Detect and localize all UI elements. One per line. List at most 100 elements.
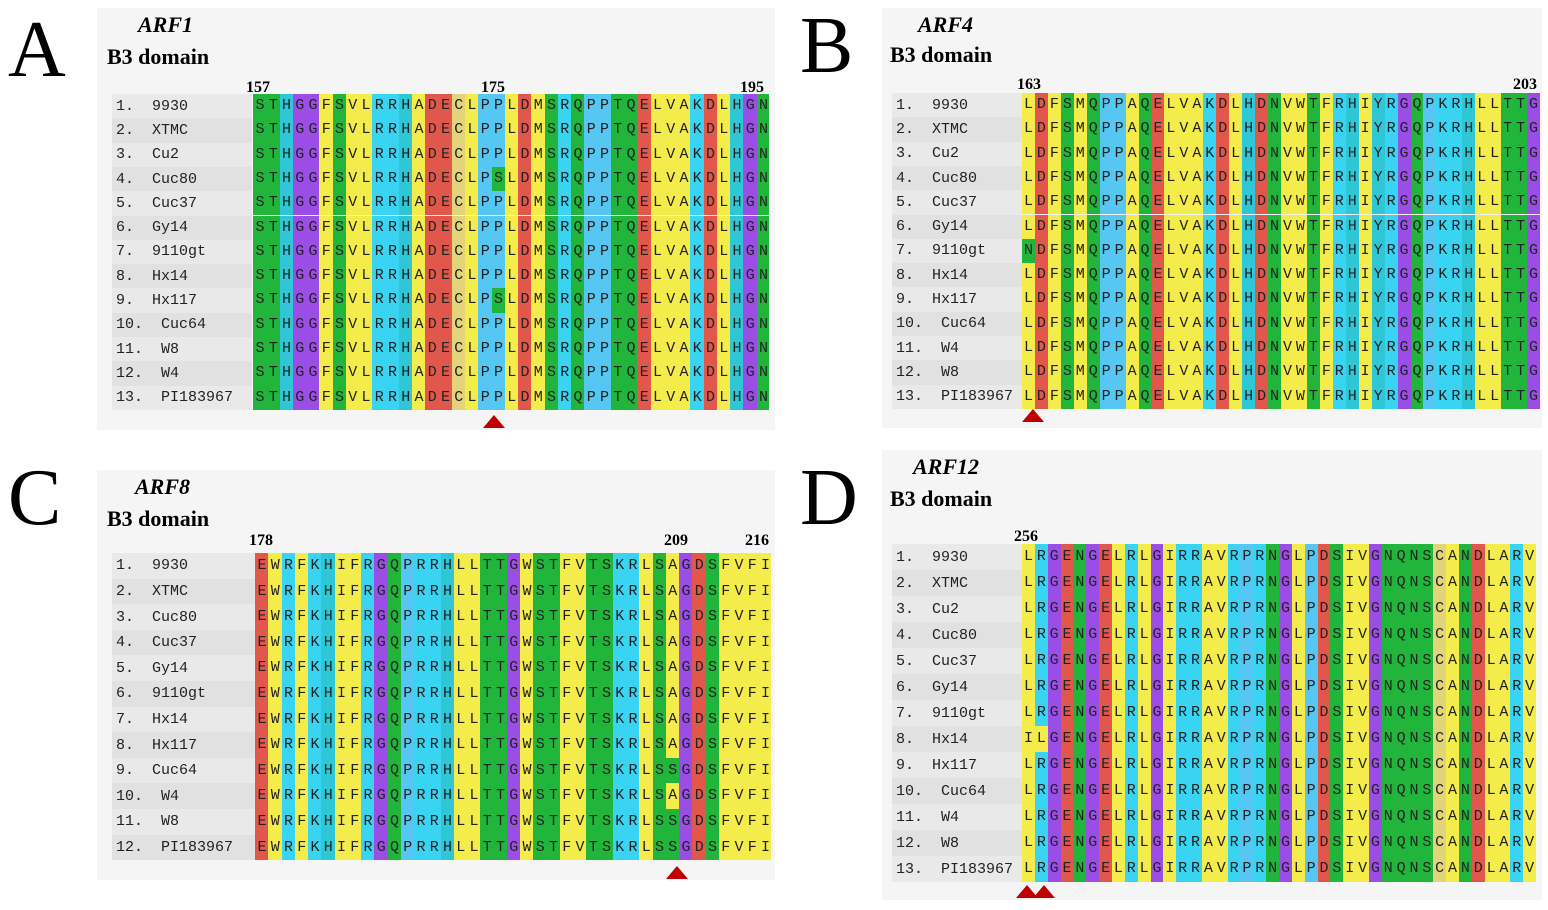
residue-cell: P: [1240, 752, 1254, 778]
name-row-stripe: [892, 622, 1022, 648]
residue-cell: H: [1462, 287, 1476, 312]
residue-cell: T: [266, 312, 281, 337]
residue-cell: D: [692, 553, 707, 579]
residue-cell: L: [465, 385, 479, 410]
residue-cell: G: [679, 553, 693, 579]
residue-cell: I: [1343, 830, 1357, 856]
residue-cell: S: [665, 809, 680, 835]
residue-cell: R: [361, 604, 375, 630]
residue-cell: A: [665, 783, 680, 809]
residue-cell: F: [319, 215, 334, 240]
residue-cell: A: [1446, 648, 1460, 674]
residue-cell: G: [1397, 263, 1411, 288]
residue-cell: H: [730, 191, 744, 216]
residue-cell: T: [493, 655, 508, 681]
sequence-name: 12. W4: [116, 364, 180, 382]
residue-cell: S: [1060, 238, 1074, 264]
residue-cell: L: [1488, 117, 1502, 142]
residue-cell: Q: [1394, 726, 1408, 752]
residue-cell: S: [1330, 778, 1344, 804]
residue-cell: P: [478, 191, 493, 216]
residue-cell: G: [1397, 311, 1411, 336]
residue-cell: D: [1255, 384, 1269, 409]
residue-cell: V: [732, 553, 746, 579]
residue-cell: F: [294, 578, 309, 605]
residue-cell: I: [1163, 830, 1177, 856]
residue-cell: G: [1368, 648, 1382, 674]
residue-cell: G: [743, 361, 758, 386]
residue-cell: L: [716, 312, 731, 337]
residue-cell: Q: [1410, 238, 1424, 264]
residue-cell: G: [1279, 544, 1292, 570]
residue-cell: L: [453, 783, 468, 809]
residue-cell: S: [544, 191, 559, 216]
residue-cell: R: [1189, 726, 1203, 752]
residue-cell: R: [385, 337, 400, 362]
residue-cell: C: [1433, 778, 1447, 804]
residue-cell: K: [690, 385, 705, 410]
residue-cell: P: [1304, 830, 1318, 856]
residue-cell: V: [1356, 544, 1370, 570]
residue-cell: A: [1497, 856, 1511, 882]
residue-cell: A: [1446, 726, 1460, 752]
residue-cell: K: [612, 553, 627, 579]
residue-cell: D: [1317, 544, 1331, 570]
residue-cell: R: [1176, 726, 1190, 752]
residue-cell: L: [1164, 311, 1178, 336]
residue-cell: E: [1151, 141, 1165, 166]
residue-cell: W: [520, 834, 534, 860]
residue-cell: M: [531, 94, 546, 119]
residue-cell: V: [345, 142, 360, 167]
residue-cell: A: [412, 337, 426, 362]
residue-cell: S: [1060, 214, 1074, 239]
residue-cell: S: [1330, 674, 1344, 700]
residue-cell: F: [559, 757, 574, 784]
residue-cell: F: [745, 706, 760, 733]
residue-cell: P: [491, 142, 506, 167]
residue-cell: T: [493, 604, 508, 630]
residue-cell: S: [332, 337, 347, 362]
residue-cell: L: [1164, 360, 1178, 385]
residue-cell: V: [1214, 596, 1228, 622]
residue-cell: I: [334, 706, 349, 733]
residue-cell: Y: [1371, 384, 1385, 409]
residue-cell: L: [639, 809, 654, 835]
residue-cell: S: [533, 553, 548, 579]
residue-cell: E: [438, 288, 453, 313]
residue-cell: T: [610, 118, 625, 143]
residue-cell: R: [385, 312, 400, 337]
residue-cell: G: [374, 655, 389, 681]
residue-cell: R: [427, 834, 442, 860]
residue-cell: E: [255, 706, 269, 733]
residue-cell: M: [1073, 384, 1087, 409]
residue-cell: A: [412, 142, 426, 167]
residue-cell: R: [427, 553, 442, 579]
residue-cell: T: [266, 385, 281, 410]
residue-cell: S: [533, 809, 548, 835]
residue-cell: L: [1291, 648, 1305, 674]
residue-cell: H: [279, 337, 294, 362]
residue-cell: L: [359, 118, 373, 143]
residue-cell: S: [533, 783, 548, 809]
residue-cell: W: [268, 604, 283, 630]
residue-cell: F: [745, 809, 760, 835]
residue-cell: M: [531, 361, 546, 386]
residue-cell: E: [1060, 544, 1074, 570]
residue-cell: A: [1446, 804, 1460, 830]
residue-cell: F: [1047, 336, 1061, 361]
residue-cell: K: [1436, 263, 1450, 288]
residue-cell: N: [756, 191, 769, 216]
residue-cell: M: [531, 118, 546, 143]
residue-cell: A: [1201, 674, 1215, 700]
residue-cell: T: [546, 681, 561, 707]
residue-cell: C: [451, 118, 466, 143]
residue-cell: S: [705, 757, 720, 784]
residue-cell: D: [1317, 856, 1331, 882]
sequence-name: 1. 9930: [116, 557, 189, 575]
residue-cell: Q: [1086, 336, 1100, 361]
residue-cell: W: [268, 553, 283, 579]
residue-cell: G: [306, 215, 320, 240]
